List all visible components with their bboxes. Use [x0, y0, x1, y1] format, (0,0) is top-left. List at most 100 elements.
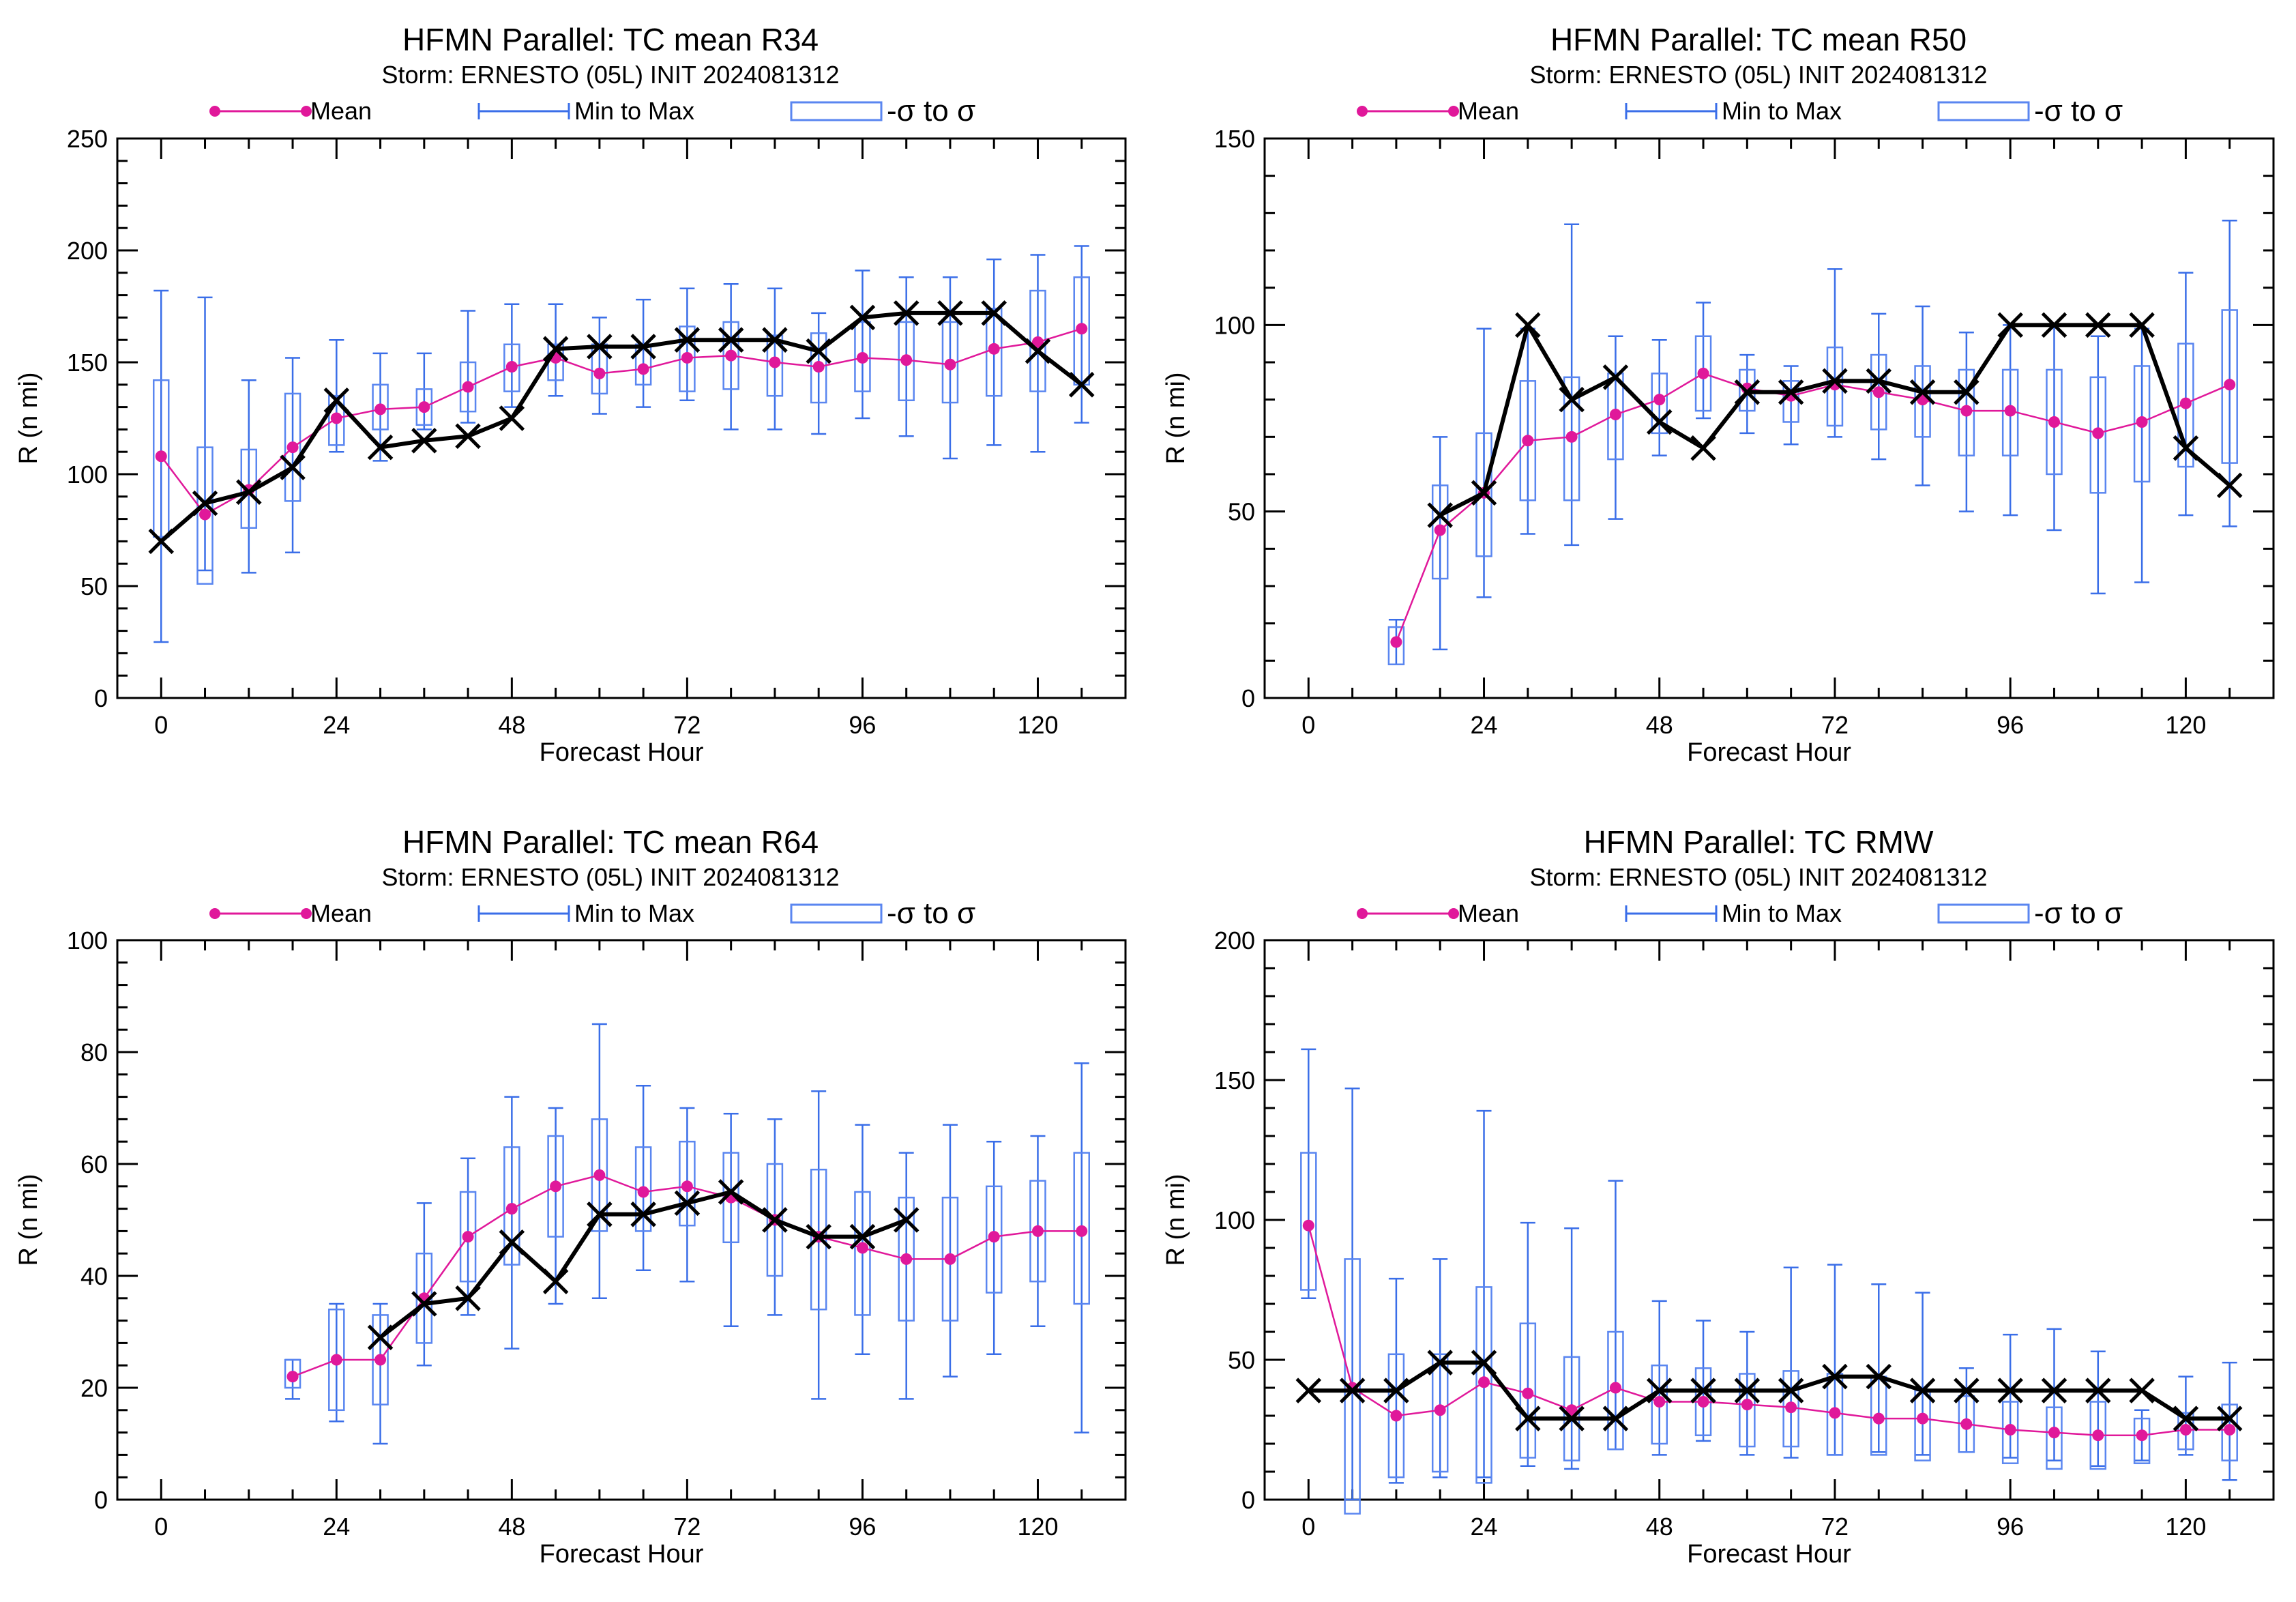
y-tick-label: 200 [1214, 927, 1255, 955]
mean-point [462, 381, 474, 393]
y-tick-label: 40 [80, 1262, 108, 1290]
control-point-stroke [1822, 368, 1848, 394]
legend-mean-marker [209, 908, 220, 919]
legend: Mean Min to Max -σ to σ [209, 94, 975, 128]
mean-point [1697, 367, 1709, 379]
control-point [1690, 1378, 1716, 1403]
control-point-stroke [2216, 1406, 2243, 1431]
x-tick-label: 120 [2165, 1513, 2206, 1541]
legend-sigma-label: -σ to σ [2034, 897, 2123, 930]
control-point-stroke [981, 300, 1007, 326]
sigma-box [810, 1168, 827, 1311]
mean-point [374, 1354, 387, 1366]
control-point-stroke [1646, 1378, 1673, 1403]
mean-point [1076, 323, 1088, 335]
control-point-stroke [1295, 1378, 1322, 1403]
x-tick-label: 24 [323, 711, 350, 739]
y-tick-label: 0 [94, 1486, 108, 1514]
control-point [280, 454, 306, 480]
control-point-stroke [1734, 1378, 1761, 1403]
chart-title: HFMN Parallel: TC mean R64 [402, 824, 819, 860]
control-point-stroke [2085, 1378, 2111, 1403]
y-tick-label: 0 [1241, 1486, 1255, 1514]
legend-mean-marker [1357, 908, 1368, 919]
mean-point [1565, 431, 1578, 443]
chart-title: HFMN Parallel: TC mean R34 [402, 22, 819, 57]
x-tick-label: 120 [1017, 1513, 1058, 1541]
sigma-box [679, 1140, 696, 1227]
chart-panel-3: HFMN Parallel: TC mean R64 Storm: ERNESTO… [14, 824, 1127, 1569]
mean-point [2004, 405, 2016, 417]
control-point-stroke [1471, 480, 1497, 506]
control-point-stroke [849, 1223, 876, 1250]
control-point [499, 1229, 525, 1255]
chart-panel-2: HFMN Parallel: TC mean R50 Storm: ERNESTO… [1162, 22, 2275, 767]
control-point [1068, 372, 1095, 398]
control-point [542, 1268, 569, 1294]
mean-point [462, 1231, 474, 1243]
control-point [2041, 312, 2067, 338]
y-tick-label: 20 [80, 1374, 108, 1402]
sigma-box [2221, 1403, 2238, 1461]
x-tick-label: 120 [1017, 711, 1058, 739]
legend-sigma-box [790, 101, 883, 121]
sigma-box [2046, 368, 2063, 476]
x-axis-label: Forecast Hour [1687, 1540, 1851, 1569]
mean-point [1653, 394, 1666, 406]
control-point [2085, 312, 2111, 338]
control-point-stroke [2041, 312, 2067, 338]
y-tick-label: 50 [1228, 498, 1255, 526]
sigma-box [2177, 343, 2194, 468]
control-point [1954, 379, 1979, 405]
sigma-box [153, 379, 170, 538]
control-point-stroke [849, 304, 876, 331]
sigma-box [1475, 1286, 1492, 1484]
mean-point [1390, 1410, 1402, 1422]
y-tick-label: 80 [80, 1038, 108, 1066]
control-point [1295, 1378, 1322, 1403]
mean-point [900, 1253, 913, 1265]
y-axis-label: R (n mi) [14, 1174, 43, 1266]
mean-point [2092, 427, 2104, 439]
control-point [762, 1207, 788, 1233]
control-point [1559, 1406, 1585, 1431]
control-point-stroke [762, 1207, 788, 1233]
control-point-stroke [2129, 312, 2155, 338]
y-tick-label: 100 [1214, 1206, 1255, 1234]
sigma-box [547, 1135, 564, 1238]
mean-point [856, 351, 868, 364]
control-point [499, 405, 525, 431]
control-point [411, 1291, 437, 1317]
y-tick-label: 100 [67, 927, 108, 955]
control-point [1515, 1406, 1541, 1431]
control-point [1954, 1378, 1979, 1403]
mean-point [374, 403, 387, 416]
mean-point [550, 1180, 562, 1193]
plot-frame [116, 939, 1127, 1501]
legend-minmax-label: Min to Max [574, 97, 694, 125]
y-tick-label: 150 [67, 349, 108, 377]
legend-mean-marker [301, 106, 312, 117]
mean-point [1741, 1399, 1753, 1411]
control-point-stroke [1909, 379, 1936, 405]
mean-point [2136, 416, 2148, 428]
mean-point [944, 358, 956, 370]
legend-mean-label: Mean [1458, 97, 1519, 125]
sigma-box [2046, 1406, 2063, 1470]
control-point [1646, 1378, 1673, 1403]
control-point [2085, 1378, 2111, 1403]
control-point-stroke [587, 334, 613, 360]
control-point [1734, 379, 1761, 405]
legend-mean-label: Mean [310, 899, 372, 927]
mean-point [1609, 409, 1621, 421]
x-axis-label: Forecast Hour [1687, 738, 1851, 767]
control-point [2129, 1378, 2155, 1403]
control-point [192, 490, 218, 516]
x-tick-label: 48 [1646, 711, 1673, 739]
sigma-box [1607, 373, 1624, 461]
sigma-box [1431, 1353, 1449, 1473]
legend-sigma-label: -σ to σ [887, 94, 975, 128]
control-point-stroke [1690, 435, 1716, 461]
legend-mean-marker [1448, 908, 1459, 919]
y-tick-label: 250 [67, 125, 108, 153]
